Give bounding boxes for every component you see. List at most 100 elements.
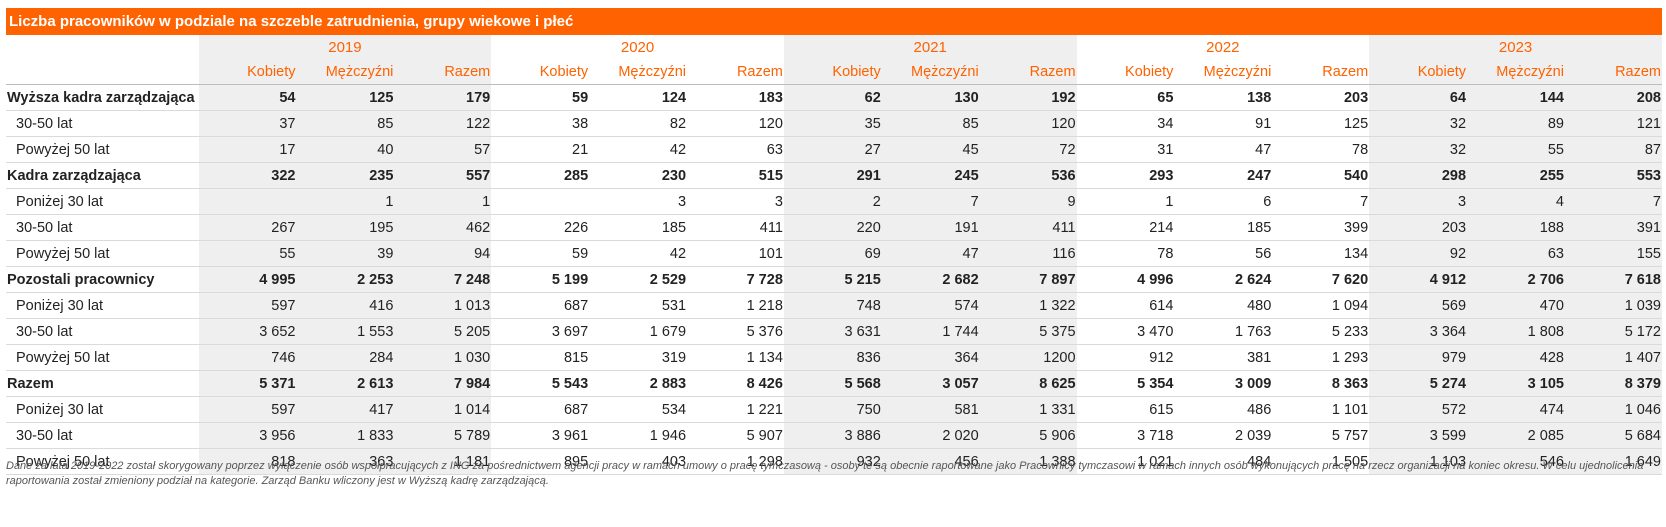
table-cell: 45 — [881, 136, 980, 163]
table-cell: 2 529 — [589, 266, 688, 293]
table-cell: 57 — [394, 136, 492, 163]
table-cell: 82 — [589, 110, 688, 137]
table-cell: 7 — [1564, 188, 1662, 215]
column-header: Mężczyźni — [589, 60, 688, 85]
column-header: Mężczyźni — [881, 60, 980, 85]
table-cell: 569 — [1369, 292, 1468, 319]
table-cell: 4 — [1467, 188, 1565, 215]
table-cell: 5 376 — [687, 318, 784, 345]
table-cell: 1 046 — [1564, 396, 1662, 423]
table-cell: 1 553 — [296, 318, 395, 345]
table-cell: 8 363 — [1272, 370, 1370, 397]
table-cell: 3 697 — [491, 318, 590, 345]
table-cell: 21 — [491, 136, 590, 163]
table-cell: 4 996 — [1076, 266, 1175, 293]
table-cell: 572 — [1369, 396, 1468, 423]
table-row: 30-50 lat 3 956 1 833 5 789 3 961 1 946 5 907 3… — [6, 422, 1662, 449]
table-cell: 1 — [1076, 188, 1175, 215]
table-cell: 1 — [296, 188, 395, 215]
table-row: 30-50 lat 37 85 122 38 82 120 35 85 120 34 91 125 32 8… — [6, 110, 1662, 137]
table-cell: 27 — [783, 136, 882, 163]
table-cell: 40 — [296, 136, 395, 163]
column-header: Razem — [1564, 60, 1662, 85]
table-cell: 8 625 — [979, 370, 1077, 397]
table-cell: 5 906 — [979, 422, 1077, 449]
table-cell: 183 — [687, 84, 784, 111]
table-cell: 38 — [491, 110, 590, 137]
table-cell: 5 375 — [979, 318, 1077, 345]
table-cell: 3 470 — [1076, 318, 1175, 345]
table-cell: 1 181 — [394, 448, 492, 475]
table-cell: 245 — [881, 162, 980, 189]
table-cell: 179 — [394, 84, 492, 111]
column-header: Mężczyźni — [296, 60, 395, 85]
table-cell: 17 — [198, 136, 297, 163]
table-cell: 364 — [881, 344, 980, 371]
table-cell: 255 — [1467, 162, 1565, 189]
row-label: Poniżej 30 lat — [6, 396, 199, 423]
table-cell: 72 — [979, 136, 1077, 163]
table-cell: 87 — [1564, 136, 1662, 163]
row-label: Powyżej 50 lat — [6, 344, 199, 371]
table-cell: 47 — [881, 240, 980, 267]
table-cell: 979 — [1369, 344, 1468, 371]
table-cell: 1 014 — [394, 396, 492, 423]
table-cell: 59 — [491, 84, 590, 111]
table-cell: 5 568 — [783, 370, 882, 397]
table-cell: 1 407 — [1564, 344, 1662, 371]
table-cell: 322 — [198, 162, 297, 189]
table-cell: 125 — [296, 84, 395, 111]
table-cell: 2 883 — [589, 370, 688, 397]
table-cell: 484 — [1174, 448, 1273, 475]
table-cell: 298 — [1369, 162, 1468, 189]
table-cell: 1 808 — [1467, 318, 1565, 345]
table-cell: 7 620 — [1272, 266, 1370, 293]
table-cell: 1 013 — [394, 292, 492, 319]
table-cell: 462 — [394, 214, 492, 241]
table-cell: 2 253 — [296, 266, 395, 293]
table-cell: 125 — [1272, 110, 1370, 137]
table-cell: 411 — [979, 214, 1077, 241]
table-cell: 92 — [1369, 240, 1468, 267]
table-cell: 456 — [881, 448, 980, 475]
table-cell: 836 — [783, 344, 882, 371]
table-cell: 3 956 — [198, 422, 297, 449]
table-row: Kadra zarządzająca 322 235 557 285 230 515 291 2… — [6, 162, 1662, 189]
table-cell: 1 298 — [687, 448, 784, 475]
table-cell: 130 — [881, 84, 980, 111]
table-cell: 1 039 — [1564, 292, 1662, 319]
table-cell: 2 085 — [1467, 422, 1565, 449]
table-cell: 480 — [1174, 292, 1273, 319]
table-cell: 42 — [589, 240, 688, 267]
table-cell: 47 — [1174, 136, 1273, 163]
table-cell: 7 — [881, 188, 980, 215]
table-cell: 818 — [198, 448, 297, 475]
table-cell: 5 757 — [1272, 422, 1370, 449]
table-cell: 391 — [1564, 214, 1662, 241]
table-cell: 597 — [198, 396, 297, 423]
table-cell: 55 — [1467, 136, 1565, 163]
table-cell: 1 218 — [687, 292, 784, 319]
table-title: Liczba pracowników w podziale na szczebl… — [6, 8, 1662, 35]
row-label: Kadra zarządzająca — [6, 162, 199, 189]
table-cell: 531 — [589, 292, 688, 319]
table-cell: 470 — [1467, 292, 1565, 319]
table-cell: 69 — [783, 240, 882, 267]
row-label: 30-50 lat — [6, 214, 199, 241]
column-header: Razem — [394, 60, 492, 85]
table-row: Pozostali pracownicy 4 995 2 253 7 248 5 199… — [6, 266, 1662, 293]
footnote: Dane za lata 2019-2022 został skorygowan… — [6, 460, 1644, 487]
table-cell: 3 961 — [491, 422, 590, 449]
table-cell: 31 — [1076, 136, 1175, 163]
table-cell: 214 — [1076, 214, 1175, 241]
row-label: 30-50 lat — [6, 318, 199, 345]
table-cell: 284 — [296, 344, 395, 371]
table-cell: 1 322 — [979, 292, 1077, 319]
table-cell: 5 789 — [394, 422, 492, 449]
table-cell: 1 101 — [1272, 396, 1370, 423]
table-cell: 5 354 — [1076, 370, 1175, 397]
table-cell: 7 897 — [979, 266, 1077, 293]
row-label: Razem — [6, 370, 199, 397]
table-row: Powyżej 50 lat 818 363 1 181 895 403 1 298 932 4… — [6, 448, 1662, 475]
column-header: Kobiety — [198, 60, 297, 85]
